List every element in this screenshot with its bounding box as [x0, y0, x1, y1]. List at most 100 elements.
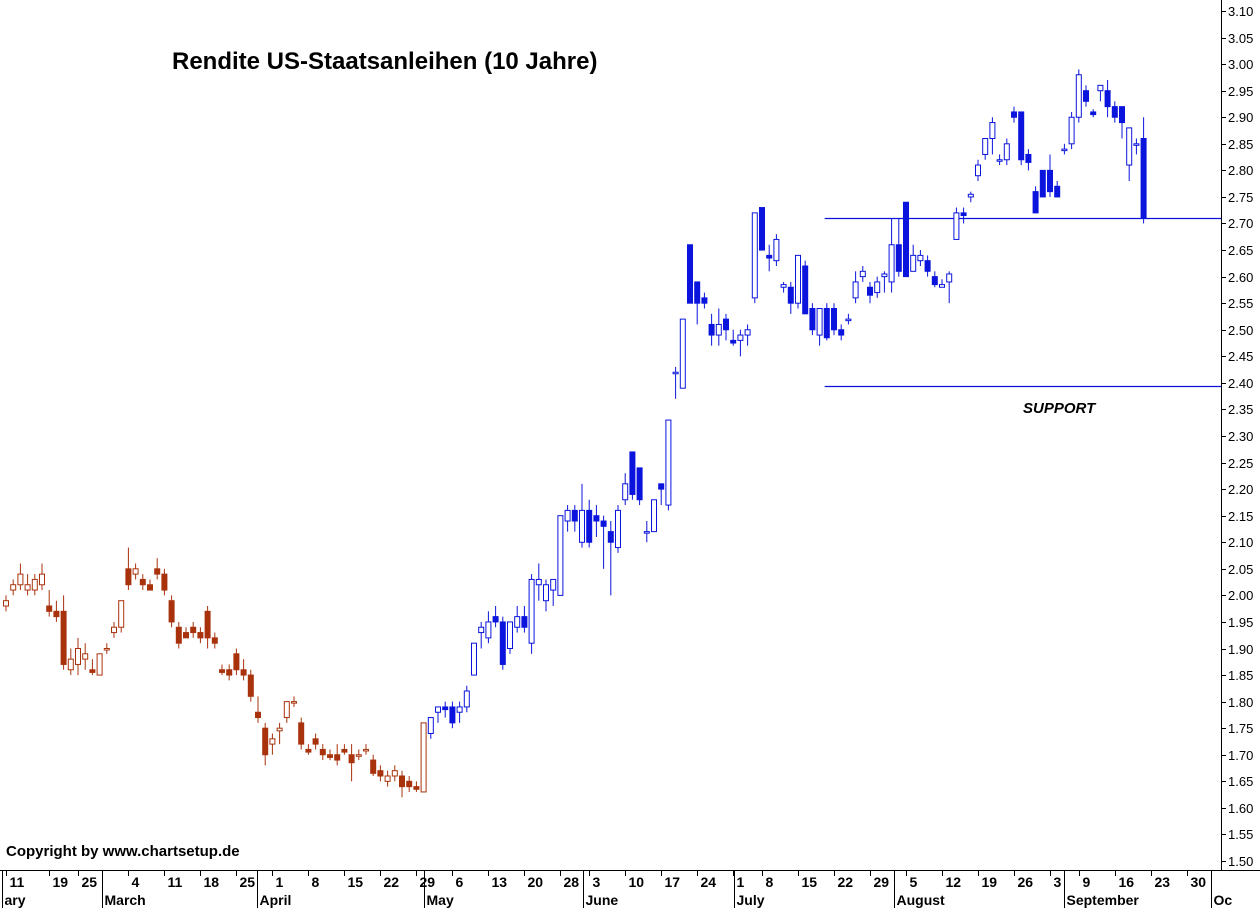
candle	[507, 621, 513, 654]
candle	[600, 515, 607, 569]
x-tick-label: 16	[1119, 874, 1135, 890]
candle-body-down	[211, 637, 218, 644]
copyright-notice: Copyright by www.chartsetup.de	[6, 843, 240, 860]
candle	[1011, 106, 1017, 123]
candle-body-up	[859, 270, 866, 278]
candle-body-up	[557, 515, 564, 596]
candle-body-down	[161, 573, 168, 591]
y-tick-label: 2.95	[1228, 84, 1253, 99]
candle	[327, 749, 333, 761]
candle-body-up	[82, 653, 89, 660]
candle	[175, 621, 182, 649]
candle-body-up	[564, 509, 571, 522]
candle-body-down	[1054, 185, 1061, 198]
y-tick-label: 3.10	[1228, 4, 1253, 19]
candle-body-down	[319, 748, 326, 756]
candle-body-up	[795, 254, 801, 304]
y-tick-label: 2.05	[1228, 562, 1253, 577]
candle-body-up	[910, 254, 917, 272]
candle	[276, 722, 283, 745]
candle	[240, 659, 247, 681]
candle-body-down	[1140, 138, 1147, 219]
candle-body-down	[312, 738, 319, 745]
candle	[219, 664, 225, 676]
candle	[903, 201, 909, 278]
candle	[147, 579, 153, 591]
y-tick-label: 2.60	[1228, 270, 1253, 285]
y-tick-label: 2.20	[1228, 482, 1253, 497]
candle-body-down	[190, 626, 197, 634]
candle	[334, 744, 341, 766]
x-tick-label: 10	[629, 874, 645, 890]
candle	[247, 669, 254, 702]
candle	[953, 207, 960, 240]
month-label: July	[737, 892, 765, 908]
candle	[75, 637, 81, 676]
candle-body-up	[643, 531, 650, 534]
candle	[17, 563, 24, 591]
candle-body-up	[737, 334, 744, 341]
candle	[1083, 85, 1089, 107]
candle	[96, 653, 103, 676]
candle-body-down	[521, 616, 528, 628]
candle	[967, 191, 974, 203]
candle	[305, 744, 312, 755]
candle-body-down	[147, 584, 153, 591]
candle	[989, 117, 996, 155]
y-tick-label: 2.10	[1228, 535, 1253, 550]
candle	[975, 159, 981, 181]
candle-body-up	[528, 578, 535, 644]
candle	[118, 600, 125, 633]
candle-body-up	[989, 122, 996, 139]
candle	[377, 765, 384, 782]
month-label: August	[897, 892, 946, 908]
candle-body-down	[903, 201, 909, 278]
candle-body-up	[75, 648, 81, 665]
candle-body-down	[240, 669, 247, 676]
x-tick-label: 19	[53, 874, 69, 890]
candle-body-down	[413, 786, 420, 790]
candle	[1097, 84, 1104, 102]
candle	[701, 292, 708, 309]
candle-body-up	[1061, 148, 1068, 152]
y-tick-label: 1.75	[1228, 721, 1253, 736]
x-tick-label: 3	[593, 874, 601, 890]
candle-body-up	[1097, 84, 1104, 92]
candle	[298, 717, 305, 750]
candle-body-up	[550, 578, 557, 591]
candle	[571, 505, 578, 532]
candle-body-down	[730, 339, 737, 344]
candle	[449, 701, 456, 729]
y-tick-label: 1.55	[1228, 827, 1253, 842]
candle	[1075, 69, 1082, 123]
candle-body-down	[53, 610, 60, 618]
candle	[1090, 109, 1097, 118]
support-lines	[824, 217, 1221, 388]
x-tick-label: 3	[1054, 874, 1062, 890]
candle	[859, 266, 866, 282]
candle	[708, 313, 715, 346]
y-tick-label: 2.75	[1228, 190, 1253, 205]
candle-body-down	[759, 207, 765, 251]
y-tick-label: 2.15	[1228, 509, 1253, 524]
candle-body-down	[125, 568, 132, 586]
candle-body-down	[197, 632, 204, 639]
x-tick-label: 8	[312, 874, 320, 890]
candle	[355, 749, 362, 761]
candle-body-up	[283, 701, 290, 719]
candle	[838, 324, 845, 341]
candle-body-up	[463, 690, 470, 708]
candle-body-down	[1047, 169, 1053, 193]
candle	[867, 281, 873, 304]
x-tick-label: 20	[528, 874, 544, 890]
candle-body-up	[946, 273, 953, 283]
x-tick-label: 28	[564, 874, 580, 890]
candle	[492, 606, 499, 628]
candle	[262, 722, 269, 766]
candle	[154, 558, 161, 580]
candle-body-down	[708, 323, 715, 336]
candle-body-up	[3, 600, 9, 607]
candle	[917, 250, 924, 266]
candle-body-up	[132, 568, 139, 575]
